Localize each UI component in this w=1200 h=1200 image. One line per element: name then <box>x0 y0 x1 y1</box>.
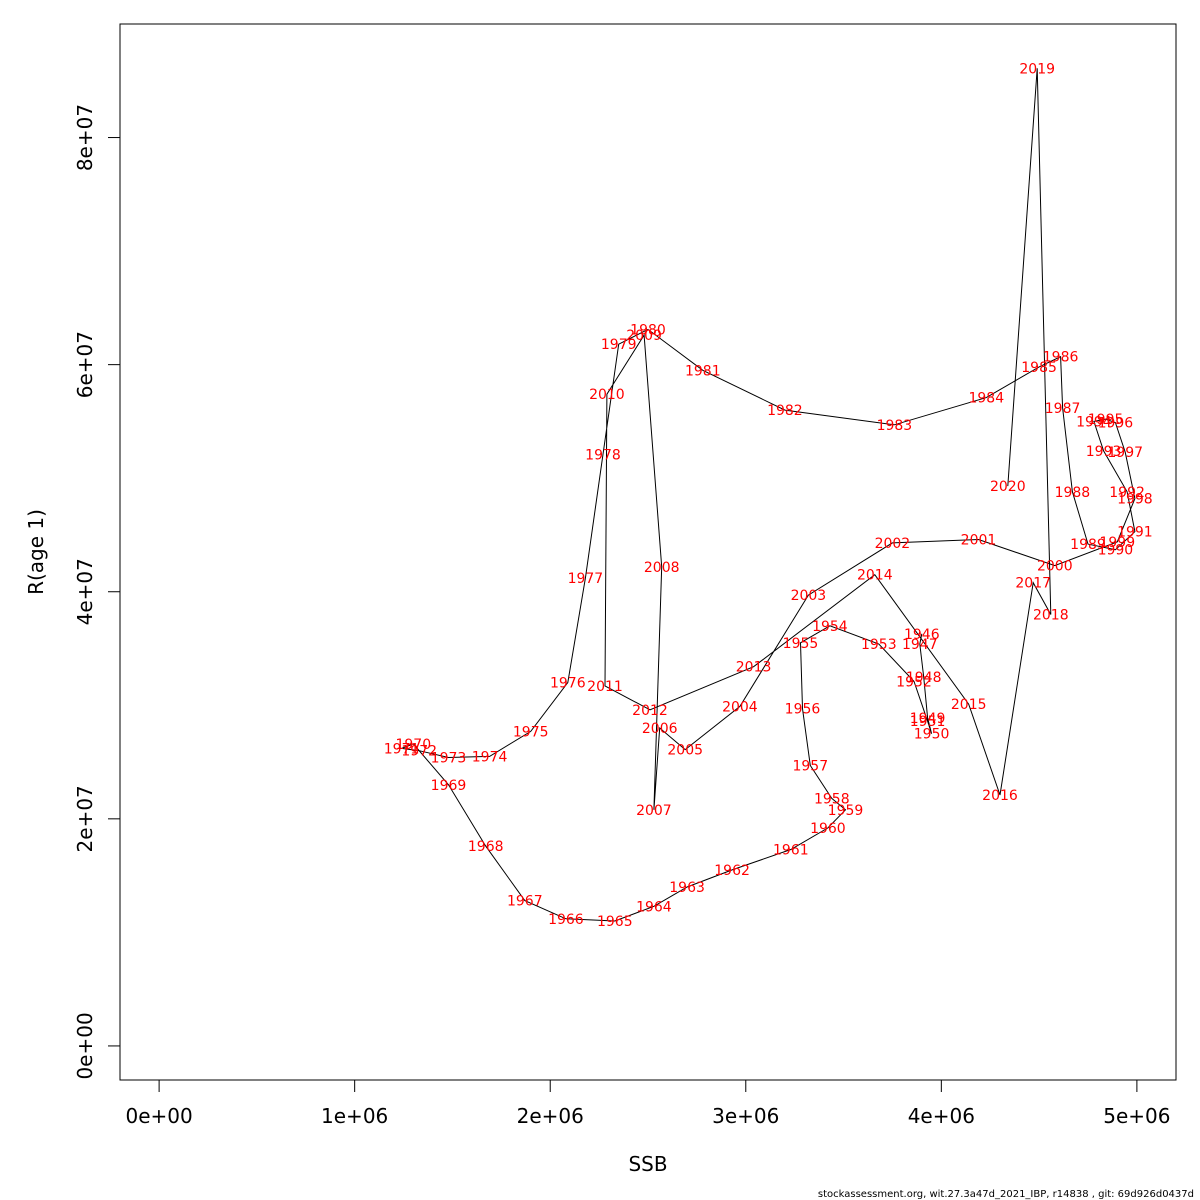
year-label-2003: 2003 <box>791 588 827 604</box>
year-label-1981: 1981 <box>685 363 721 379</box>
x-tick-label: 4e+06 <box>908 1104 975 1128</box>
year-label-1982: 1982 <box>767 403 803 419</box>
year-label-1947: 1947 <box>902 637 938 653</box>
y-tick-label: 0e+00 <box>73 1012 97 1079</box>
y-tick-label: 2e+07 <box>73 785 97 852</box>
year-label-1949: 1949 <box>910 711 946 727</box>
year-label-2000: 2000 <box>1037 559 1073 575</box>
year-label-2006: 2006 <box>642 721 678 737</box>
y-tick-label: 4e+07 <box>73 558 97 625</box>
year-label-2009: 2009 <box>626 328 662 344</box>
year-label-2002: 2002 <box>875 536 911 552</box>
year-label-2016: 2016 <box>982 788 1018 804</box>
year-label-1967: 1967 <box>507 894 543 910</box>
x-axis: 0e+00 1e+06 2e+06 3e+06 4e+06 5e+06 <box>125 1079 1171 1128</box>
year-label-1975: 1975 <box>513 724 549 740</box>
year-label-1977: 1977 <box>568 571 604 587</box>
plot-frame <box>119 23 1177 1081</box>
year-label-1983: 1983 <box>877 418 913 434</box>
year-label-2010: 2010 <box>589 387 625 403</box>
year-label-1961: 1961 <box>773 843 809 859</box>
year-label-2005: 2005 <box>667 743 703 759</box>
year-label-1957: 1957 <box>792 759 828 775</box>
year-label-2011: 2011 <box>587 679 623 695</box>
year-label-1994: 1994 <box>1076 414 1112 430</box>
year-label-1956: 1956 <box>785 702 821 718</box>
year-label-1988: 1988 <box>1055 485 1091 501</box>
year-label-2017: 2017 <box>1015 576 1051 592</box>
year-label-1996: 1996 <box>1098 416 1134 432</box>
year-label-1985: 1985 <box>1021 360 1057 376</box>
year-label-2004: 2004 <box>722 699 758 715</box>
year-label-1960: 1960 <box>810 821 846 837</box>
year-label-2013: 2013 <box>736 660 772 676</box>
year-label-1970: 1970 <box>395 737 431 753</box>
year-label-1959: 1959 <box>828 803 864 819</box>
y-axis-title: R(age 1) <box>24 509 48 595</box>
year-label-1993: 1993 <box>1086 444 1122 460</box>
year-label-2008: 2008 <box>644 560 680 576</box>
year-label-1984: 1984 <box>968 391 1004 407</box>
year-label-1990: 1990 <box>1098 543 1134 559</box>
year-label-1998: 1998 <box>1117 492 1153 508</box>
year-label-1964: 1964 <box>636 899 672 915</box>
year-label-1995: 1995 <box>1088 412 1124 428</box>
year-label-1969: 1969 <box>431 778 467 794</box>
y-tick-label: 8e+07 <box>73 104 97 171</box>
year-label-1968: 1968 <box>468 839 504 855</box>
year-label-1979: 1979 <box>601 337 637 353</box>
year-label-1950: 1950 <box>914 727 950 743</box>
footer-text: stockassessment.org, wit.27.3a47d_2021_I… <box>818 1189 1194 1200</box>
x-tick-label: 1e+06 <box>321 1104 388 1128</box>
series-line <box>401 68 1136 922</box>
year-label-2020: 2020 <box>990 479 1026 495</box>
year-label-1999: 1999 <box>1099 535 1135 551</box>
year-label-1991: 1991 <box>1117 525 1153 541</box>
year-label-1954: 1954 <box>812 619 848 635</box>
year-label-1958: 1958 <box>814 791 850 807</box>
year-label-1971: 1971 <box>384 741 420 757</box>
year-label-1965: 1965 <box>597 914 633 930</box>
x-tick-label: 3e+06 <box>712 1104 779 1128</box>
year-label-1955: 1955 <box>783 636 819 652</box>
year-label-1986: 1986 <box>1043 350 1079 366</box>
year-label-1948: 1948 <box>906 670 942 686</box>
year-label-2012: 2012 <box>632 703 668 719</box>
x-tick-label: 2e+06 <box>517 1104 584 1128</box>
year-label-1978: 1978 <box>585 447 621 463</box>
year-label-1962: 1962 <box>714 863 750 879</box>
year-label-1974: 1974 <box>472 749 508 765</box>
year-label-2015: 2015 <box>951 697 987 713</box>
x-tick-label: 5e+06 <box>1103 1104 1170 1128</box>
year-label-1953: 1953 <box>861 637 897 653</box>
x-tick-label: 0e+00 <box>125 1104 192 1128</box>
year-label-1966: 1966 <box>548 912 584 928</box>
x-axis-title: SSB <box>628 1152 667 1176</box>
y-tick-label: 6e+07 <box>73 331 97 398</box>
year-label-1997: 1997 <box>1107 445 1143 461</box>
year-label-1952: 1952 <box>896 674 932 690</box>
year-label-1987: 1987 <box>1045 401 1081 417</box>
year-label-1963: 1963 <box>669 880 705 896</box>
year-label-2018: 2018 <box>1033 608 1069 624</box>
year-label-1972: 1972 <box>401 744 437 760</box>
y-axis: 0e+00 2e+07 4e+07 6e+07 8e+07 <box>73 104 121 1080</box>
year-label-2014: 2014 <box>857 568 893 584</box>
year-label-1989: 1989 <box>1070 537 1106 553</box>
year-label-1946: 1946 <box>904 627 940 643</box>
year-label-1951: 1951 <box>910 714 946 730</box>
year-label-2007: 2007 <box>636 803 672 819</box>
year-label-1980: 1980 <box>630 322 666 338</box>
year-label-2001: 2001 <box>961 533 997 549</box>
year-label-1992: 1992 <box>1109 485 1145 501</box>
year-label-1976: 1976 <box>550 676 586 692</box>
year-label-1973: 1973 <box>431 751 467 767</box>
year-label-2019: 2019 <box>1019 61 1055 77</box>
